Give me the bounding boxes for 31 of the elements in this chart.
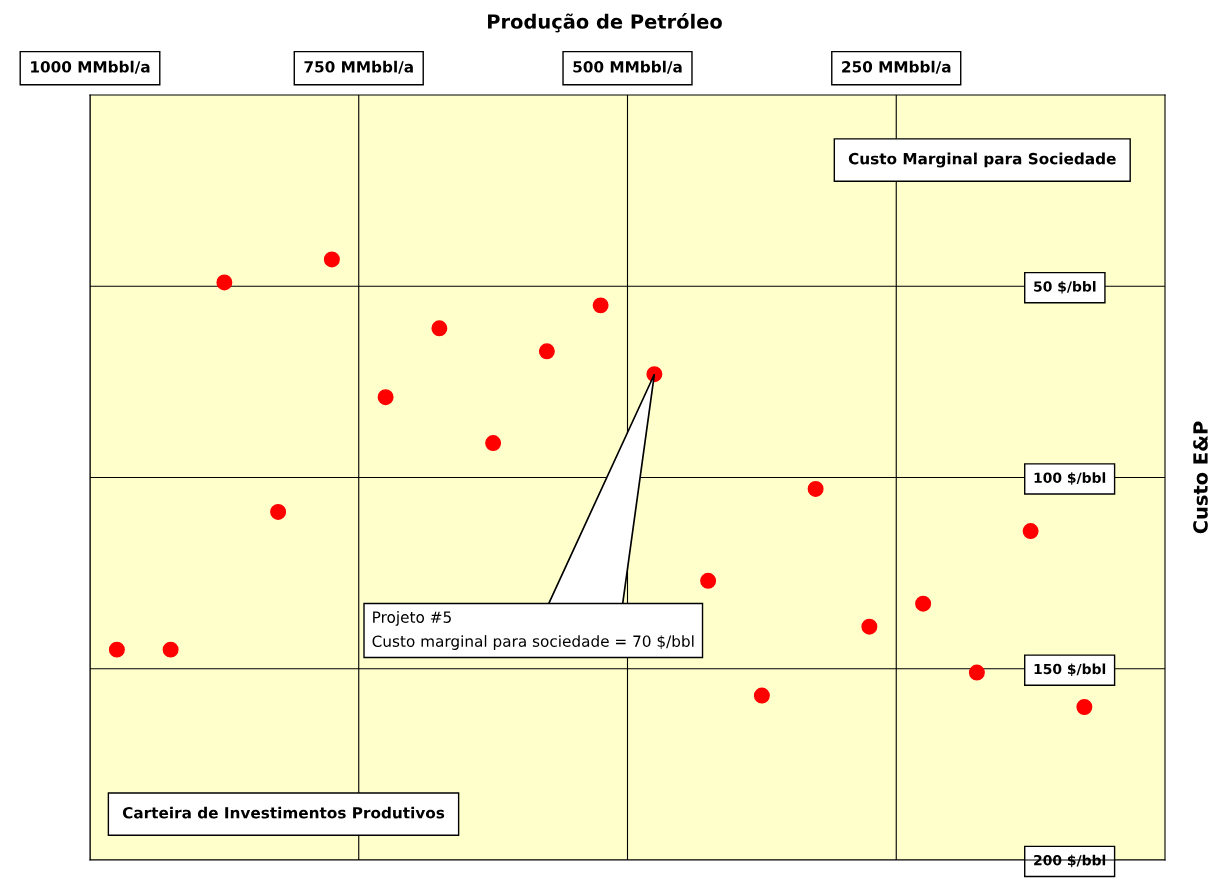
point — [861, 618, 878, 635]
chart-title: Produção de Petróleo — [488, 13, 722, 33]
point — [377, 389, 394, 406]
y-tick-label: 200 $/bbl — [1034, 854, 1106, 868]
point — [592, 297, 609, 314]
point — [216, 274, 233, 291]
point — [323, 251, 340, 268]
y-tick-label: 50 $/bbl — [1034, 280, 1096, 294]
y-axis-title: Custo E&P — [1193, 421, 1208, 534]
point — [968, 664, 985, 681]
x-tick-label: 1000 MMbbl/a — [31, 60, 150, 74]
annotation: Projeto #5 Custo marginal para sociedade = 70 $/bbl — [372, 611, 694, 650]
point — [807, 480, 824, 497]
point — [538, 343, 555, 360]
point — [108, 641, 125, 658]
point — [431, 320, 448, 337]
point — [1022, 523, 1039, 540]
x-tick-label: 500 MMbbl/a — [573, 60, 682, 74]
point — [700, 572, 717, 589]
point — [753, 687, 770, 704]
point — [485, 435, 502, 452]
x-tick-label: 250 MMbbl/a — [842, 60, 951, 74]
point — [162, 641, 179, 658]
annotation: Custo Marginal para Sociedade — [848, 152, 1116, 168]
point — [1076, 699, 1093, 715]
y-tick-label: 150 $/bbl — [1034, 663, 1106, 677]
point — [270, 503, 287, 520]
annotation: Carteira de Investimentos Produtivos — [122, 806, 445, 819]
point — [915, 595, 932, 612]
y-tick-label: 100 $/bbl — [1034, 472, 1106, 485]
x-tick-label: 750 MMbbl/a — [304, 60, 413, 74]
